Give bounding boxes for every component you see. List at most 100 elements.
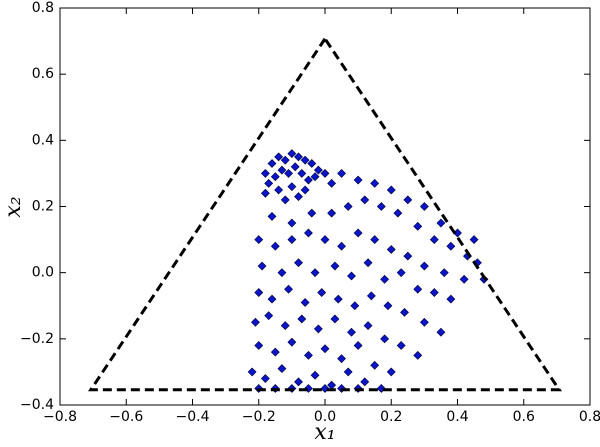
point: [386, 245, 396, 254]
point: [419, 202, 429, 211]
point: [270, 347, 280, 357]
point: [403, 251, 413, 261]
point: [446, 294, 456, 304]
y-tick-label: 0.6: [32, 66, 54, 82]
point: [294, 192, 303, 201]
point: [446, 241, 456, 251]
point: [413, 221, 423, 231]
point: [290, 162, 300, 172]
boundary-line: [88, 37, 562, 392]
point: [260, 188, 270, 198]
point: [469, 235, 479, 245]
point: [280, 155, 290, 165]
point: [274, 185, 284, 195]
point: [459, 274, 469, 284]
point: [287, 337, 297, 347]
point: [439, 268, 449, 278]
point: [310, 370, 320, 380]
x-tick-label: 0.0: [314, 409, 336, 425]
point: [396, 268, 406, 278]
point: [436, 327, 446, 337]
point: [267, 294, 277, 304]
point: [343, 367, 353, 377]
point: [264, 311, 274, 321]
point: [400, 307, 409, 317]
point: [393, 208, 403, 218]
point: [254, 288, 264, 297]
point: [310, 172, 320, 182]
point: [307, 159, 317, 168]
point: [294, 258, 303, 268]
point: [419, 261, 429, 271]
point: [270, 241, 280, 251]
point: [347, 327, 356, 337]
point: [350, 301, 360, 311]
point: [337, 168, 346, 178]
point: [413, 284, 423, 294]
point: [360, 195, 370, 205]
y-tick-label: 0.0: [32, 265, 54, 281]
point: [343, 202, 353, 211]
point: [304, 228, 313, 238]
point: [353, 228, 363, 238]
x-tick-label: 0.2: [380, 409, 402, 425]
point: [330, 314, 340, 324]
y-tick-label: 0.4: [32, 132, 54, 148]
point: [287, 149, 297, 158]
point: [429, 235, 439, 245]
point: [363, 321, 373, 331]
point: [300, 185, 310, 195]
point: [386, 367, 396, 377]
point: [337, 354, 346, 364]
point: [294, 377, 303, 387]
point: [284, 168, 293, 178]
point: [313, 324, 323, 334]
point: [380, 334, 390, 344]
point: [320, 235, 330, 245]
point: [327, 178, 337, 188]
point: [247, 367, 257, 377]
point: [274, 152, 284, 162]
x-tick-label: 0.8: [579, 409, 600, 425]
point: [363, 258, 373, 268]
point: [429, 288, 439, 297]
point: [264, 178, 274, 188]
point: [287, 235, 297, 245]
point: [419, 317, 429, 327]
point: [327, 208, 337, 218]
point: [297, 168, 307, 178]
point: [254, 235, 264, 245]
point: [277, 364, 287, 374]
point: [436, 218, 446, 228]
point: [260, 168, 270, 178]
point: [307, 208, 317, 218]
x-tick-label: 0.4: [446, 409, 468, 425]
point: [313, 165, 323, 175]
point: [403, 195, 413, 205]
point: [304, 175, 313, 185]
point: [254, 341, 264, 350]
point: [310, 268, 320, 278]
point: [370, 178, 380, 188]
point: [260, 374, 270, 383]
point: [370, 235, 380, 245]
point: [376, 202, 386, 211]
point: [277, 268, 287, 278]
x-axis-label: x₁: [314, 420, 335, 445]
x-tick-label: −0.8: [43, 409, 77, 425]
point: [317, 288, 327, 297]
point: [267, 212, 277, 221]
point: [300, 155, 310, 165]
point: [294, 152, 303, 162]
x-tick-label: 0.6: [513, 409, 535, 425]
point: [270, 172, 280, 182]
point: [267, 159, 277, 168]
plot-frame: [59, 7, 591, 406]
point: [320, 344, 330, 354]
point: [304, 350, 313, 360]
point: [280, 321, 290, 331]
point: [284, 284, 293, 294]
y-axis-label: x₂: [1, 196, 26, 217]
point: [353, 175, 363, 185]
